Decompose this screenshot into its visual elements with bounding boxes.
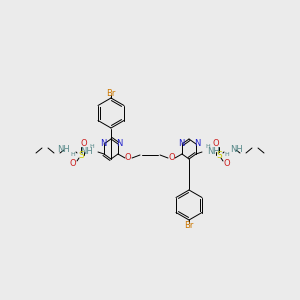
Text: H: H <box>225 152 230 158</box>
Text: H: H <box>70 152 75 158</box>
Text: NH: NH <box>207 148 220 157</box>
Text: N: N <box>100 140 106 148</box>
Text: N: N <box>178 140 184 148</box>
Text: N: N <box>116 140 122 148</box>
Text: O: O <box>125 154 131 163</box>
Text: S: S <box>78 151 84 160</box>
Text: H: H <box>90 145 94 149</box>
Text: O: O <box>213 140 219 148</box>
Text: NH: NH <box>80 148 93 157</box>
Text: NH: NH <box>230 146 243 154</box>
Text: H: H <box>206 145 210 149</box>
Text: NH: NH <box>57 146 70 154</box>
Text: O: O <box>169 154 175 163</box>
Text: S: S <box>216 151 222 160</box>
Text: O: O <box>224 158 230 167</box>
Text: O: O <box>81 140 87 148</box>
Text: O: O <box>70 158 76 167</box>
Text: Br: Br <box>184 220 194 230</box>
Text: Br: Br <box>106 88 116 98</box>
Text: N: N <box>194 140 200 148</box>
